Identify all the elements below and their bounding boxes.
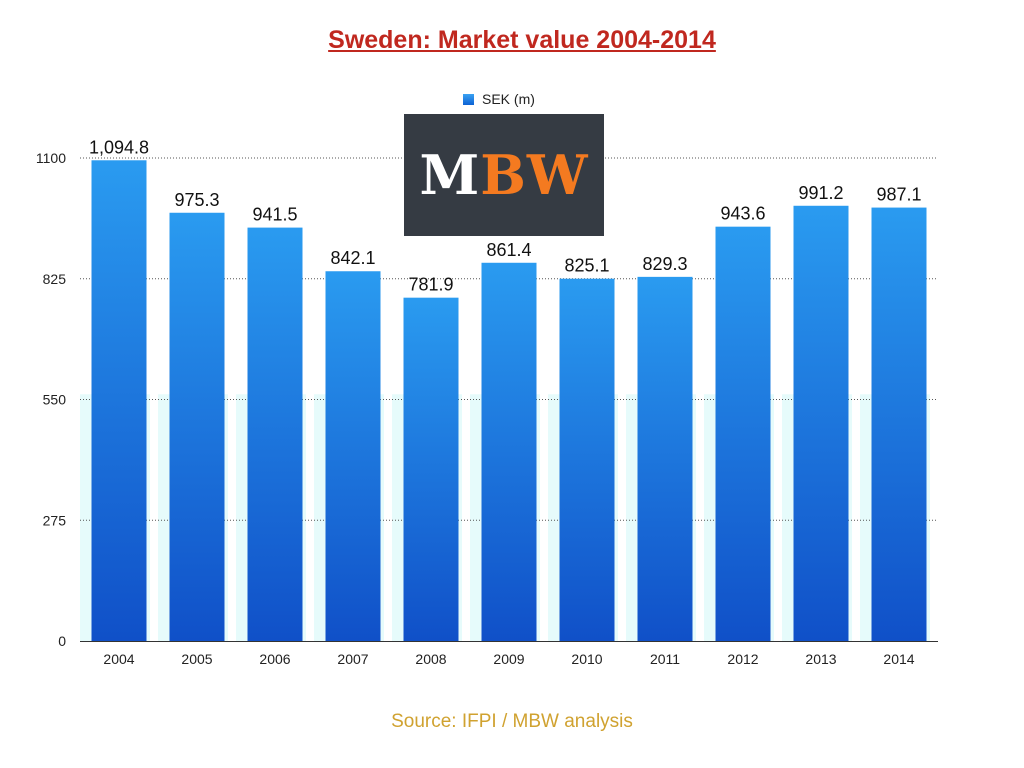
axes: 0 275 550 825 1100 2004 2005 2006 2007 2008 2009 20… xyxy=(36,150,938,667)
bar xyxy=(793,205,849,642)
x-tick-label: 2014 xyxy=(883,651,914,667)
y-tick-label: 550 xyxy=(43,392,67,408)
bar-value-label: 1,094.8 xyxy=(89,137,149,157)
y-tick-label: 275 xyxy=(43,512,67,528)
bar xyxy=(91,160,147,642)
bar-value-label: 829.3 xyxy=(642,254,687,274)
x-tick-label: 2005 xyxy=(181,651,212,667)
legend-label: SEK (m) xyxy=(482,91,535,107)
bar xyxy=(403,297,459,641)
logo-text: MBW xyxy=(419,143,589,207)
bar-value-label: 781.9 xyxy=(408,275,453,295)
bar xyxy=(247,227,303,642)
bar-value-label: 825.1 xyxy=(564,256,609,276)
legend-swatch xyxy=(463,93,474,105)
bar-value-label: 943.6 xyxy=(720,204,765,224)
y-tick-label: 0 xyxy=(58,633,66,649)
bar-value-label: 991.2 xyxy=(798,183,843,203)
x-tick-label: 2011 xyxy=(650,651,680,667)
source-note: Source: IFPI / MBW analysis xyxy=(391,711,633,732)
bar-value-label: 842.1 xyxy=(330,248,375,268)
bar-value-label: 941.5 xyxy=(252,205,297,225)
x-tick-label: 2012 xyxy=(727,651,758,667)
chart-title: Sweden: Market value 2004-2014 xyxy=(328,26,716,54)
x-tick-label: 2013 xyxy=(805,651,836,667)
bar-value-label: 975.3 xyxy=(174,190,219,210)
bar-value-label: 861.4 xyxy=(486,240,531,260)
chart-legend: SEK (m) xyxy=(463,91,535,107)
bar xyxy=(871,207,927,641)
y-tick-label: 825 xyxy=(43,271,67,287)
bars xyxy=(91,160,927,642)
bar xyxy=(481,262,537,641)
bar-value-label: 987.1 xyxy=(876,185,921,205)
bar xyxy=(637,276,693,641)
x-tick-label: 2010 xyxy=(571,651,602,667)
y-tick-label: 1100 xyxy=(36,150,66,166)
bar xyxy=(715,226,771,641)
x-tick-label: 2007 xyxy=(337,651,368,667)
mbw-logo: MBW xyxy=(404,114,604,236)
x-tick-label: 2008 xyxy=(415,651,446,667)
bar xyxy=(169,212,225,641)
bar xyxy=(559,278,615,641)
x-tick-label: 2004 xyxy=(103,651,134,667)
x-tick-label: 2006 xyxy=(259,651,290,667)
x-tick-label: 2009 xyxy=(493,651,524,667)
data-labels: 1,094.8 975.3 941.5 842.1 781.9 861.4 825.1 829… xyxy=(89,137,922,294)
bar xyxy=(325,271,381,641)
